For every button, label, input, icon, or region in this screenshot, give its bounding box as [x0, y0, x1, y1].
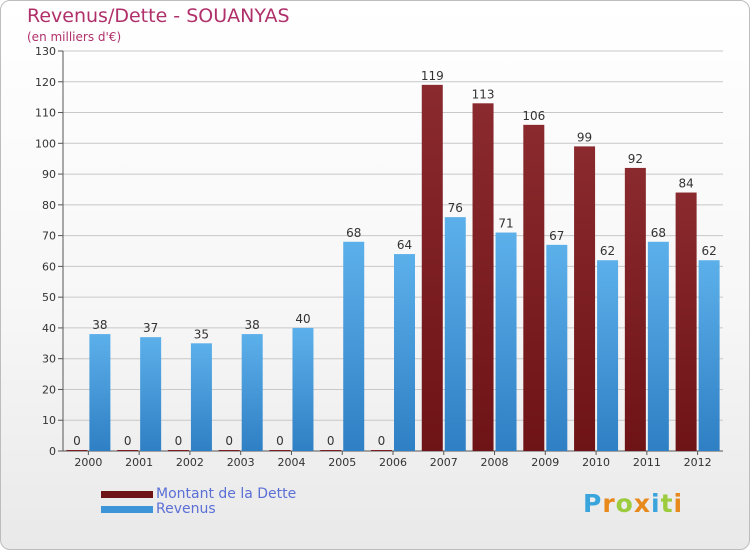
data-label: 99: [577, 130, 592, 144]
logo-letter: x: [633, 489, 651, 518]
x-tick-label: 2002: [176, 456, 204, 469]
logo-letter: P: [583, 489, 603, 518]
x-tick-label: 2006: [379, 456, 407, 469]
revenus-bar: [597, 260, 619, 451]
y-tick-label: 30: [42, 353, 56, 366]
y-tick-label: 40: [42, 322, 56, 335]
y-tick-label: 90: [42, 168, 56, 181]
data-label: 71: [498, 217, 513, 231]
legend-label-revenus: Revenus: [156, 501, 216, 517]
y-tick-label: 20: [42, 383, 56, 396]
dette-bar: [472, 103, 494, 452]
y-tick-label: 50: [42, 291, 56, 304]
revenus-bar: [343, 241, 365, 451]
x-tick-label: 2007: [430, 456, 458, 469]
data-label: 84: [678, 177, 693, 191]
data-label: 62: [701, 244, 716, 258]
x-tick-label: 2009: [531, 456, 559, 469]
x-tick-label: 2011: [633, 456, 661, 469]
data-label: 40: [295, 312, 310, 326]
y-tick-label: 70: [42, 230, 56, 243]
y-tick-label: 100: [35, 137, 56, 150]
data-label: 68: [651, 226, 666, 240]
dette-bar: [167, 450, 189, 451]
y-tick-label: 80: [42, 199, 56, 212]
data-label: 62: [600, 244, 615, 258]
logo-letter: o: [615, 489, 634, 518]
dette-bar: [523, 124, 545, 451]
y-tick-label: 0: [49, 445, 56, 458]
revenus-bar: [292, 327, 314, 451]
dette-bar: [269, 450, 291, 451]
y-tick-label: 110: [35, 107, 56, 120]
revenus-bar: [647, 241, 669, 451]
data-label: 0: [327, 434, 335, 448]
data-label: 0: [378, 434, 386, 448]
dette-bar: [117, 450, 139, 451]
data-label: 67: [549, 229, 564, 243]
bar-chart-plot: 0 10 20 30 40 50 60 70 80 90 100 110 120 130 2000 0 38 20…: [35, 45, 723, 469]
data-label: 37: [143, 321, 158, 335]
revenus-bar: [698, 260, 720, 451]
dette-bar: [320, 450, 342, 451]
legend-swatch-dette: [101, 491, 153, 498]
data-label: 35: [194, 327, 209, 341]
x-tick-label: 2001: [125, 456, 153, 469]
revenus-bar: [89, 334, 111, 451]
revenus-bar: [190, 343, 212, 451]
revenus-bar: [140, 337, 162, 451]
y-tick-label: 130: [35, 45, 56, 58]
logo-letter: i: [673, 489, 684, 518]
x-tick-label: 2012: [684, 456, 712, 469]
dette-bar: [624, 167, 646, 451]
data-label: 0: [276, 434, 284, 448]
dette-bar: [66, 450, 88, 451]
chart-title: Revenus/Dette - SOUANYAS: [27, 5, 290, 27]
x-tick-label: 2008: [481, 456, 509, 469]
data-label: 0: [175, 434, 183, 448]
dette-bar: [371, 450, 392, 451]
logo-letter: t: [660, 489, 674, 518]
data-label: 92: [628, 152, 643, 166]
y-tick-label: 60: [42, 260, 56, 273]
data-label: 119: [421, 69, 444, 83]
legend-swatch-revenus: [101, 506, 153, 513]
legend-label-dette: Montant de la Dette: [156, 486, 297, 502]
dette-bar: [675, 192, 697, 452]
data-label: 0: [225, 434, 233, 448]
logo-letter: r: [602, 489, 616, 518]
revenus-bar: [394, 254, 415, 451]
revenus-bar: [546, 244, 568, 451]
revenus-bar: [495, 232, 517, 451]
x-tick-label: 2004: [277, 456, 305, 469]
revenus-bar: [444, 217, 466, 451]
x-tick-label: 2003: [227, 456, 255, 469]
logo-letter: i: [651, 489, 661, 518]
data-label: 106: [522, 109, 545, 123]
data-label: 76: [448, 201, 463, 215]
x-tick-label: 2010: [582, 456, 610, 469]
y-tick-label: 10: [42, 414, 56, 427]
data-label: 113: [472, 87, 495, 101]
data-label: 64: [397, 238, 412, 252]
x-tick-label: 2000: [74, 456, 102, 469]
revenus-bar: [241, 334, 263, 451]
data-label: 38: [92, 318, 107, 332]
y-tick-label: 120: [35, 76, 56, 89]
dette-bar: [574, 146, 596, 451]
x-tick-label: 2005: [328, 456, 356, 469]
chart-subtitle: (en milliers d'€): [27, 30, 122, 44]
data-label: 0: [73, 434, 81, 448]
data-label: 38: [245, 318, 260, 332]
data-label: 68: [346, 226, 361, 240]
dette-bar: [421, 84, 443, 451]
data-label: 0: [124, 434, 132, 448]
dette-bar: [218, 450, 240, 451]
proxiti-logo: Proxiti: [583, 489, 683, 518]
